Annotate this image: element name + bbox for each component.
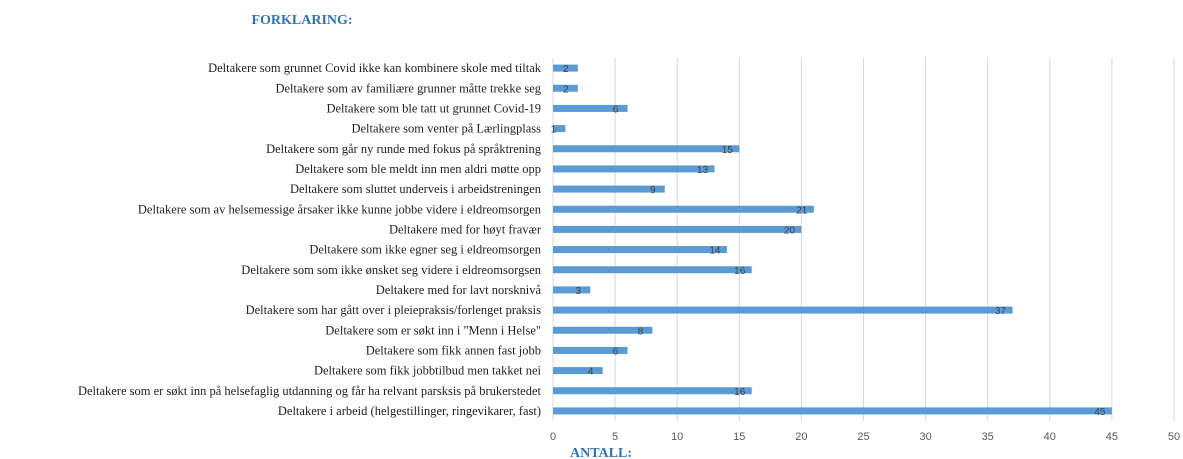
bar [553, 225, 802, 233]
data-label: 6 [613, 346, 619, 357]
category-label: Deltakere som ble meldt inn men aldri mø… [295, 162, 541, 176]
category-label: Deltakere som går ny runde med fokus på … [266, 142, 542, 156]
bar [553, 246, 727, 254]
bar [553, 104, 628, 112]
x-tick-label: 40 [1044, 431, 1056, 443]
category-label: Deltakere som er søkt inn i "Menn i Hels… [325, 323, 541, 337]
data-label: 37 [995, 306, 1007, 317]
x-axis-title: ANTALL: [570, 446, 632, 459]
bar [553, 84, 578, 92]
x-tick-label: 50 [1168, 431, 1180, 443]
category-label: Deltakere som fikk annen fast jobb [366, 343, 541, 357]
data-label: 16 [734, 266, 746, 277]
category-label: Deltakere med for lavt norsknivå [376, 283, 542, 297]
x-tick-label: 10 [671, 431, 683, 443]
data-label: 14 [709, 246, 721, 257]
bar [553, 407, 1112, 415]
data-label: 2 [563, 64, 569, 75]
bar [553, 387, 752, 395]
bar [553, 306, 1013, 314]
category-label: Deltakere som er søkt inn på helsefaglig… [78, 384, 542, 398]
bar [553, 326, 653, 334]
data-label: 21 [796, 205, 808, 216]
bar [553, 286, 591, 294]
category-label: Deltakere som har gått over i pleiepraks… [246, 303, 542, 317]
category-label: Deltakere som fikk jobbtilbud men takket… [314, 364, 542, 378]
x-tick-label: 15 [733, 431, 745, 443]
x-tick-label: 35 [982, 431, 994, 443]
data-label: 16 [734, 387, 746, 398]
x-tick-label: 5 [612, 431, 618, 443]
x-tick-label: 20 [795, 431, 807, 443]
data-label: 4 [588, 367, 594, 378]
data-label: 13 [697, 165, 709, 176]
category-labels: Deltakere som grunnet Covid ikke kan kom… [78, 61, 542, 418]
category-label: Deltakere som som ikke ønsket seg videre… [241, 263, 541, 277]
bar [553, 64, 578, 72]
data-label: 15 [722, 145, 734, 156]
category-label: Deltakere i arbeid (helgestillinger, rin… [278, 404, 541, 418]
x-axis-ticks: 0 5 10 15 20 25 30 35 40 45 50 [550, 431, 1180, 443]
x-tick-label: 30 [919, 431, 931, 443]
bar [553, 367, 603, 375]
data-label: 3 [575, 286, 581, 297]
category-label: Deltakere som grunnet Covid ikke kan kom… [208, 61, 542, 75]
data-label: 8 [638, 326, 644, 337]
category-label: Deltakere med for høyt fravær [389, 222, 542, 236]
bar [553, 145, 740, 153]
x-tick-label: 25 [857, 431, 869, 443]
data-label: 2 [563, 84, 569, 95]
bar [553, 125, 566, 133]
gridlines [552, 58, 1175, 421]
data-label: 6 [613, 104, 619, 115]
bars [553, 64, 1112, 415]
bar [553, 165, 715, 173]
category-label: Deltakere som ble tatt ut grunnet Covid-… [326, 101, 541, 115]
category-label: Deltakere som ikke egner seg i eldreomso… [309, 243, 541, 257]
category-label: Deltakere som venter på Lærlingplass [351, 122, 541, 136]
data-label: 9 [650, 185, 656, 196]
x-tick-label: 45 [1106, 431, 1118, 443]
category-label: Deltakere som av helsemessige årsaker ik… [138, 202, 542, 216]
data-label: 1 [551, 125, 557, 136]
category-label: Deltakere som sluttet underveis i arbeid… [290, 182, 542, 196]
data-label: 20 [784, 225, 796, 236]
bar [553, 185, 665, 193]
bar [553, 205, 814, 213]
x-tick-label: 0 [550, 431, 556, 443]
bar [553, 266, 752, 274]
bar [553, 346, 628, 354]
chart-title: FORKLARING: [251, 13, 352, 28]
data-label: 45 [1094, 407, 1106, 418]
category-label: Deltakere som av familiære grunner måtte… [275, 81, 541, 95]
